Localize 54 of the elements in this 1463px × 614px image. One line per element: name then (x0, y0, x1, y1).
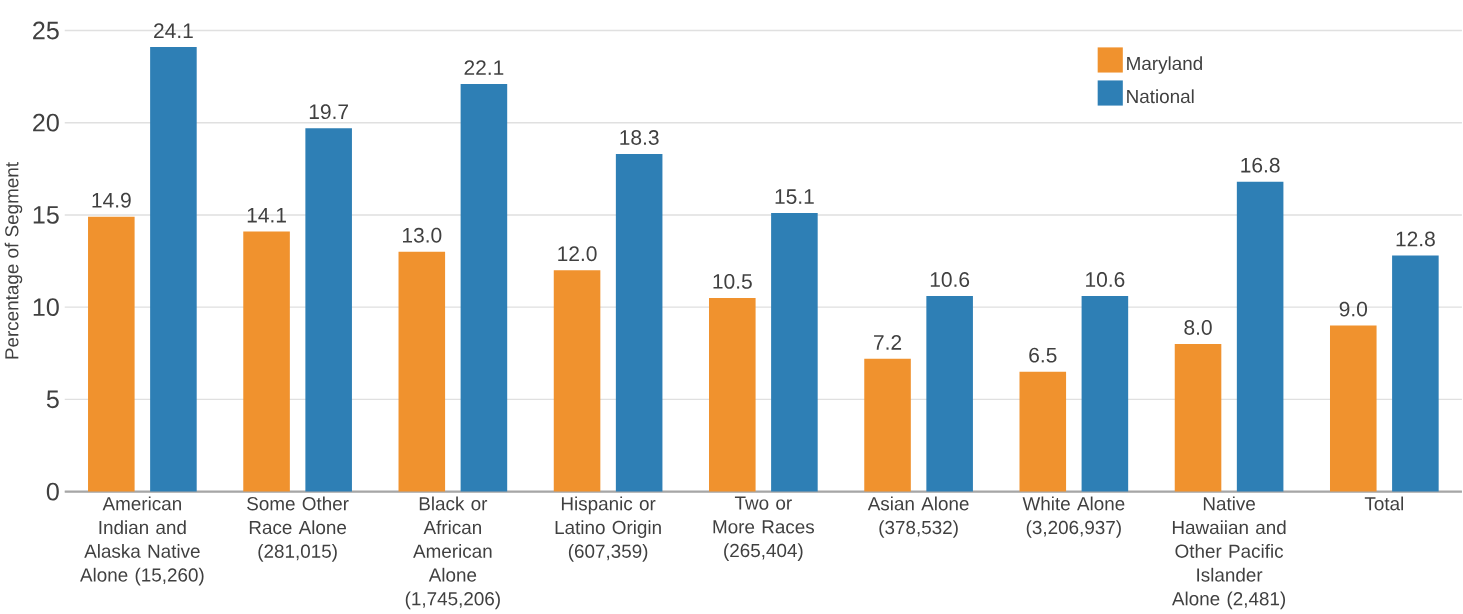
bar (864, 358, 911, 492)
data-label: 6.5 (1029, 347, 1057, 363)
data-label: 14.9 (92, 192, 131, 208)
legend-label: National (1127, 89, 1194, 104)
y-tick-label: 20 (33, 113, 59, 132)
bar (88, 216, 135, 492)
x-tick-label: Total (1364, 496, 1404, 511)
bar (460, 84, 508, 492)
data-label: 19.7 (309, 104, 348, 120)
data-label: 22.1 (464, 60, 504, 75)
data-label: 8.0 (1184, 320, 1212, 336)
bar (553, 270, 601, 492)
bar (305, 128, 352, 492)
bar (243, 231, 290, 492)
x-tick-label: Hispanic or Latino Origin (607,359) (555, 496, 661, 562)
y-tick-label: 5 (46, 390, 59, 409)
x-tick-label: Some Other Race Alone (281,015) (247, 496, 349, 562)
bar (398, 251, 446, 492)
bar (1329, 325, 1377, 492)
data-label: 10.6 (1086, 272, 1125, 288)
legend-label: Maryland (1127, 56, 1202, 74)
data-label: 14.1 (247, 208, 286, 223)
bar (1392, 255, 1439, 492)
x-tick-label: White Alone (3,206,937) (1022, 496, 1125, 538)
bar (1174, 344, 1222, 492)
x-tick-label: Two or More Races (265,404) (713, 496, 814, 562)
x-tick-label: Black or African American Alone (1,745,206) (405, 496, 500, 610)
x-tick-label: Native Hawaiian and Other Pacific Islander Alone (2,481) (1171, 496, 1286, 610)
y-tick-label: 10 (33, 298, 59, 317)
data-label: 12.8 (1396, 231, 1435, 247)
data-label: 13.0 (403, 227, 442, 243)
bar (771, 213, 818, 492)
bar (1019, 371, 1067, 492)
data-label: 9.0 (1339, 301, 1368, 317)
y-tick-label: 15 (33, 206, 59, 224)
y-axis-title: Percentage of Segment (4, 162, 23, 359)
bar (150, 47, 197, 492)
bar (615, 154, 663, 492)
bar (926, 296, 973, 492)
data-label: 10.5 (713, 274, 752, 289)
data-label: 24.1 (154, 23, 193, 39)
x-tick-label: Asian Alone (378,532) (867, 496, 969, 538)
data-label: 16.8 (1241, 157, 1280, 173)
bar (709, 298, 756, 492)
data-label: 12.0 (558, 246, 597, 262)
data-label: 7.2 (874, 335, 902, 350)
x-tick-label: American Indian and Alaska Native Alone (15,260) (80, 496, 204, 586)
data-label: 18.3 (620, 130, 659, 146)
data-label: 15.1 (775, 189, 814, 205)
y-tick-label: 0 (46, 482, 59, 501)
bar (1081, 296, 1129, 492)
y-tick-label: 25 (33, 21, 59, 40)
bar (1236, 181, 1284, 492)
data-label: 10.6 (930, 272, 970, 288)
